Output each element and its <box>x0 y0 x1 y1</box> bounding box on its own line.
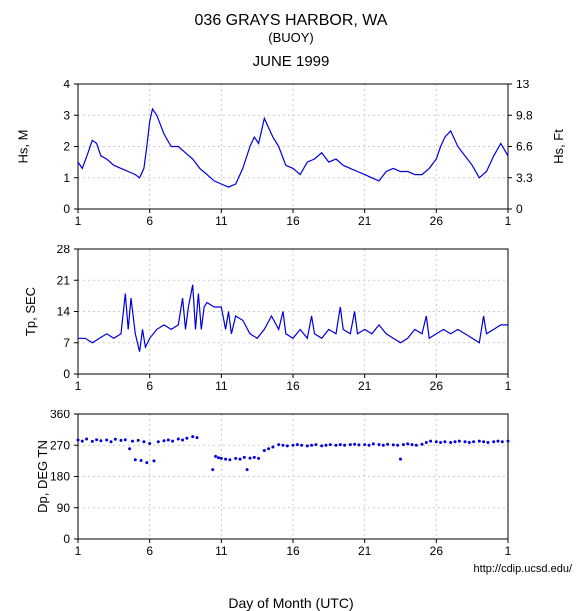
ytick-label: 14 <box>57 305 71 319</box>
xtick-label: 1 <box>75 379 82 390</box>
ylabel-right: Hs, Ft <box>551 129 566 164</box>
ytick-label: 270 <box>50 438 70 452</box>
ytick-label: 0 <box>63 202 70 216</box>
xtick-label: 26 <box>430 379 444 390</box>
xtick-label: 21 <box>358 379 372 390</box>
ytick-label: 7 <box>63 336 70 350</box>
xtick-label: 1 <box>505 214 512 225</box>
ytick-label: 21 <box>57 273 71 287</box>
chart-container: 036 GRAYS HARBOR, WA (BUOY) JUNE 1999 01… <box>0 0 582 581</box>
chart-hs: 0123403.36.69.81316111621261Hs, MHs, Ft <box>0 80 582 225</box>
ytick-label: 180 <box>50 470 70 484</box>
ylabel-left: Dp, DEG TN <box>35 440 50 513</box>
ytick-right-label: 3.3 <box>516 171 533 185</box>
xtick-label: 6 <box>146 379 153 390</box>
xtick-label: 16 <box>286 379 300 390</box>
xtick-label: 6 <box>146 544 153 558</box>
chart-dp: 09018027036016111621261Dp, DEG TN <box>0 410 582 575</box>
ylabel-left: Tp, SEC <box>23 286 38 335</box>
chart-subtitle: (BUOY) <box>0 30 582 45</box>
charts-area: 0123403.36.69.81316111621261Hs, MHs, Ft0… <box>0 80 582 611</box>
credit-text: http://cdip.ucsd.edu/ <box>474 563 572 575</box>
xtick-label: 6 <box>146 214 153 225</box>
ytick-right-label: 9.8 <box>516 108 533 122</box>
xtick-label: 26 <box>430 544 444 558</box>
xtick-label: 11 <box>215 379 228 390</box>
ytick-label: 360 <box>50 410 70 421</box>
xtick-label: 26 <box>430 214 444 225</box>
xtick-label: 16 <box>286 544 300 558</box>
ytick-label: 28 <box>57 245 71 256</box>
xtick-label: 21 <box>358 214 372 225</box>
xtick-label: 1 <box>75 214 82 225</box>
ytick-label: 0 <box>63 367 70 381</box>
xtick-label: 21 <box>358 544 372 558</box>
chart-tp: 0714212816111621261Tp, SEC <box>0 245 582 390</box>
xtick-label: 11 <box>215 214 228 225</box>
ytick-label: 90 <box>57 501 71 515</box>
ytick-label: 4 <box>63 80 70 91</box>
xtick-label: 1 <box>505 379 512 390</box>
ytick-right-label: 0 <box>516 202 523 216</box>
xtick-label: 16 <box>286 214 300 225</box>
ytick-label: 2 <box>63 140 70 154</box>
xaxis-label: Day of Month (UTC) <box>0 595 582 611</box>
ytick-label: 0 <box>63 532 70 546</box>
ytick-label: 3 <box>63 108 70 122</box>
xtick-label: 1 <box>505 544 512 558</box>
ytick-right-label: 6.6 <box>516 140 533 154</box>
xtick-label: 1 <box>75 544 82 558</box>
chart-month: JUNE 1999 <box>0 53 582 70</box>
ytick-right-label: 13 <box>516 80 530 91</box>
ytick-label: 1 <box>63 171 70 185</box>
ylabel-left: Hs, M <box>15 129 30 163</box>
xtick-label: 11 <box>215 544 228 558</box>
chart-title: 036 GRAYS HARBOR, WA <box>0 0 582 30</box>
